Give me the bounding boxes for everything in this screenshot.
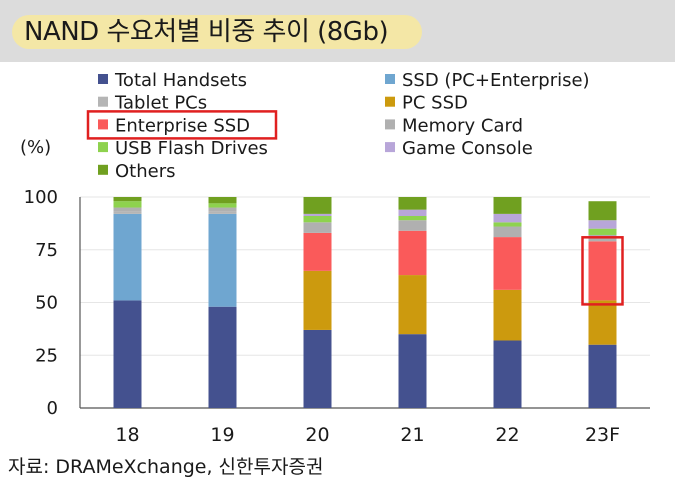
y-tick-100: 100 bbox=[24, 187, 58, 208]
bar-19-others bbox=[208, 197, 237, 204]
x-tick-19: 19 bbox=[210, 424, 234, 446]
y-axis-ticks: 0 25 50 75 100 bbox=[24, 187, 650, 419]
bar-18-tablet-pcs bbox=[113, 211, 142, 214]
legend-entry-usb-flash-drives: USB Flash Drives bbox=[98, 138, 268, 159]
legend-swatch-total-handsets bbox=[98, 74, 108, 84]
bar-23f-others bbox=[588, 201, 617, 221]
title-highlight bbox=[12, 15, 422, 49]
bar-20-usb-flash-drives bbox=[303, 215, 332, 223]
legend-entry-pc-ssd: PC SSD bbox=[385, 93, 468, 114]
bar-stack-18 bbox=[113, 197, 142, 408]
legend-label-usb-flash-drives: USB Flash Drives bbox=[115, 138, 268, 159]
legend-label-ssd-pc-enterprise: SSD (PC+Enterprise) bbox=[402, 70, 590, 91]
bar-20-memory-card bbox=[303, 222, 332, 233]
legend-label-enterprise-ssd: Enterprise SSD bbox=[115, 115, 250, 136]
bar-22-pc-ssd bbox=[493, 289, 522, 341]
bar-21-memory-card bbox=[398, 220, 427, 231]
x-axis-ticks: 18 19 20 21 22 23F bbox=[115, 424, 620, 446]
y-tick-75: 75 bbox=[35, 240, 58, 261]
bar-highlight-box bbox=[581, 236, 624, 306]
bar-21-game-console bbox=[398, 209, 427, 216]
bar-stack-20 bbox=[303, 197, 332, 408]
legend-swatch-others bbox=[98, 164, 108, 175]
legend-swatch-usb-flash-drives bbox=[98, 142, 108, 153]
bar-19-memory-card bbox=[208, 207, 237, 212]
bar-22-total-handsets bbox=[493, 340, 522, 408]
bar-22-others bbox=[493, 197, 522, 214]
bar-stack-22 bbox=[493, 197, 522, 408]
bar-stack-21 bbox=[398, 197, 427, 408]
bar-22-game-console bbox=[493, 213, 522, 223]
bar-23f-enterprise-ssd bbox=[588, 241, 617, 301]
bar-23f-usb-flash-drives bbox=[588, 228, 617, 235]
x-tick-21: 21 bbox=[400, 424, 424, 446]
bar-21-enterprise-ssd bbox=[398, 230, 427, 276]
bar-18-usb-flash-drives bbox=[113, 201, 142, 208]
bar-20-total-handsets bbox=[303, 329, 332, 408]
bar-21-pc-ssd bbox=[398, 275, 427, 335]
legend-swatch-pc-ssd bbox=[385, 96, 395, 107]
legend-swatch-tablet-pcs bbox=[98, 96, 108, 107]
legend-entry-tablet-pcs: Tablet PCs bbox=[98, 93, 207, 114]
legend-label-tablet-pcs: Tablet PCs bbox=[114, 93, 207, 114]
bar-21-total-handsets bbox=[398, 334, 427, 408]
x-tick-23f: 23F bbox=[585, 424, 620, 446]
bar-21-usb-flash-drives bbox=[398, 215, 427, 221]
source-note: 자료: DRAMeXchange, 신한투자증권 bbox=[8, 456, 324, 478]
bar-18-ssd-pc-enterprise bbox=[113, 213, 142, 301]
legend-swatch-enterprise-ssd bbox=[98, 119, 108, 130]
bar-21-others bbox=[398, 197, 427, 210]
legend-label-others: Others bbox=[115, 161, 176, 182]
legend-swatch-ssd-pc-enterprise bbox=[385, 74, 395, 84]
bar-20-others bbox=[303, 197, 332, 214]
bar-23f-pc-ssd bbox=[588, 300, 617, 345]
chart-title: NAND 수요처별 비중 추이 (8Gb) bbox=[24, 17, 389, 47]
bar-stack-19 bbox=[208, 197, 237, 408]
bar-22-memory-card bbox=[493, 226, 522, 238]
legend-swatch-game-console bbox=[385, 142, 395, 153]
legend-entry-others: Others bbox=[98, 161, 176, 182]
y-tick-50: 50 bbox=[35, 293, 58, 314]
y-axis-label: (%) bbox=[20, 137, 51, 158]
bar-23f-game-console bbox=[588, 220, 617, 229]
bar-19-usb-flash-drives bbox=[208, 203, 237, 208]
legend-entry-total-handsets: Total Handsets bbox=[98, 70, 247, 91]
bars bbox=[113, 197, 617, 408]
x-tick-22: 22 bbox=[495, 424, 519, 446]
legend-swatch-memory-card bbox=[385, 119, 395, 130]
bar-19-tablet-pcs bbox=[208, 211, 237, 214]
x-tick-20: 20 bbox=[305, 424, 329, 446]
legend-entry-memory-card: Memory Card bbox=[385, 115, 523, 136]
bar-19-ssd-pc-enterprise bbox=[208, 213, 237, 307]
legend-highlight-box bbox=[86, 110, 278, 140]
bar-22-enterprise-ssd bbox=[493, 237, 522, 290]
x-tick-18: 18 bbox=[115, 424, 139, 446]
bar-18-others bbox=[113, 197, 142, 202]
bar-22-usb-flash-drives bbox=[493, 222, 522, 227]
bar-20-game-console bbox=[303, 213, 332, 216]
legend-label-memory-card: Memory Card bbox=[402, 115, 523, 136]
bar-23f-total-handsets bbox=[588, 344, 617, 408]
bar-20-pc-ssd bbox=[303, 270, 332, 330]
legend-entry-enterprise-ssd: Enterprise SSD bbox=[98, 115, 250, 136]
bar-18-total-handsets bbox=[113, 300, 142, 408]
legend-label-pc-ssd: PC SSD bbox=[402, 93, 468, 114]
y-tick-0: 0 bbox=[47, 398, 58, 419]
y-gridlines bbox=[80, 196, 650, 356]
bar-19-total-handsets bbox=[208, 306, 237, 408]
legend-entry-ssd-pc-enterprise: SSD (PC+Enterprise) bbox=[385, 70, 590, 91]
legend-label-game-console: Game Console bbox=[402, 138, 533, 159]
legend-entry-game-console: Game Console bbox=[385, 138, 533, 159]
highlight-boxes bbox=[86, 110, 624, 306]
legend-label-total-handsets: Total Handsets bbox=[114, 70, 247, 91]
bar-18-memory-card bbox=[113, 207, 142, 212]
bar-20-enterprise-ssd bbox=[303, 232, 332, 271]
bar-stack-23f bbox=[588, 201, 617, 408]
y-tick-25: 25 bbox=[35, 345, 58, 366]
